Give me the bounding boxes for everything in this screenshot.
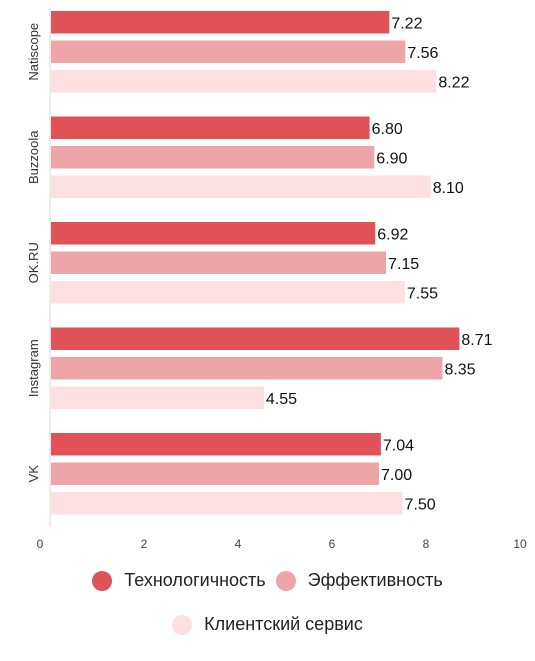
x-tick-label-0: 0	[37, 537, 44, 551]
category-labels: Natiscope Buzzoola OK.RU Instagram VK	[26, 23, 41, 483]
bar-natiscope-service	[51, 70, 437, 93]
legend-label-efficiency: Эффективность	[307, 570, 443, 590]
legend-swatch-efficiency	[275, 570, 296, 591]
legend-row-2: Клиентский сервис	[0, 614, 535, 635]
value-label-buzzoola-tech: 6.80	[372, 121, 403, 138]
bar-chart: 7.22 7.568.22 6.80 6.90 8.10 6.92 7.15 7.55 8.71…	[26, 8, 527, 551]
legend-item-service[interactable]: Клиентский сервис	[172, 614, 363, 635]
value-label-buzzoola-service: 8.10	[433, 180, 464, 197]
legend-label-tech: Технологичность	[124, 570, 266, 590]
x-tick-label-4: 4	[235, 537, 242, 551]
value-label-ok-ru-tech: 6.92	[377, 226, 408, 243]
bar-vk-service	[51, 492, 403, 515]
bar-ok-ru-service	[51, 281, 405, 304]
bar-vk-tech	[51, 433, 381, 456]
value-label-natiscope-service: 8.22	[438, 74, 469, 91]
value-label-vk-service: 7.50	[405, 496, 436, 513]
bar-instagram-efficiency	[51, 357, 443, 380]
value-label-ok-ru-service: 7.55	[407, 285, 438, 302]
x-axis-ticks: 0 2 4 6 8 10	[37, 537, 527, 551]
category-label-buzzoola: Buzzoola	[26, 130, 41, 184]
category-label-ok-ru: OK.RU	[26, 242, 41, 283]
value-label-buzzoola-efficiency: 6.90	[376, 150, 407, 167]
legend-label-service: Клиентский сервис	[204, 614, 363, 634]
value-label-natiscope-tech: 7.22	[391, 15, 422, 32]
bar-instagram-tech	[51, 327, 460, 350]
legend: Технологичность Эффективность Клиентский…	[0, 570, 535, 658]
x-tick-label-8: 8	[423, 537, 430, 551]
value-label-instagram-tech: 8.71	[461, 332, 492, 349]
bar-ok-ru-tech	[51, 222, 376, 245]
value-label-ok-ru-efficiency: 7.15	[388, 256, 419, 273]
bar-instagram-service	[51, 386, 264, 409]
value-label-natiscope-efficiency: 7.56	[407, 45, 438, 62]
value-label-instagram-efficiency: 8.35	[444, 361, 475, 378]
bar-buzzoola-tech	[51, 116, 370, 139]
bar-natiscope-tech	[51, 11, 390, 34]
bar-buzzoola-efficiency	[51, 146, 375, 169]
value-label-instagram-service: 4.55	[266, 391, 297, 408]
x-tick-label-2: 2	[141, 537, 148, 551]
bars-layer: 7.22 7.568.22 6.80 6.90 8.10 6.92 7.15 7.55 8.71…	[51, 11, 493, 515]
value-label-vk-efficiency: 7.00	[381, 467, 412, 484]
legend-swatch-service	[172, 614, 193, 635]
legend-item-tech[interactable]: Технологичность	[92, 570, 266, 591]
legend-row-1: Технологичность Эффективность	[0, 570, 535, 591]
category-label-instagram: Instagram	[26, 339, 41, 397]
legend-item-efficiency[interactable]: Эффективность	[275, 570, 443, 591]
bar-natiscope-efficiency	[51, 40, 406, 63]
legend-swatch-tech	[92, 570, 113, 591]
x-tick-label-10: 10	[513, 537, 527, 551]
bar-ok-ru-efficiency	[51, 251, 387, 274]
bar-vk-efficiency	[51, 462, 379, 485]
x-tick-label-6: 6	[329, 537, 336, 551]
chart-area: 7.22 7.56 8.22 6.80 6.90 8.10 6.92 7.15 7.55 8.71…	[26, 8, 527, 551]
bar-buzzoola-service	[51, 175, 431, 198]
value-label-vk-tech: 7.04	[383, 437, 414, 454]
category-label-natiscope: Natiscope	[26, 23, 41, 81]
category-label-vk: VK	[26, 465, 41, 483]
